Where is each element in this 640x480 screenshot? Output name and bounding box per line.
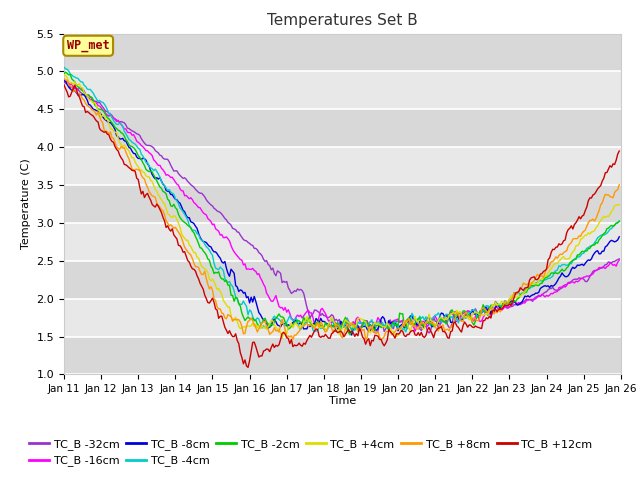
Bar: [64, 261, 621, 299]
X-axis label: Time: Time: [329, 396, 356, 406]
Bar: [64, 299, 621, 336]
Bar: [64, 109, 621, 147]
Bar: [64, 147, 621, 185]
Bar: [64, 223, 621, 261]
Bar: [64, 72, 621, 109]
Bar: [64, 34, 621, 72]
Y-axis label: Temperature (C): Temperature (C): [21, 158, 31, 250]
Bar: [64, 336, 621, 374]
Legend: TC_B -32cm, TC_B -16cm, TC_B -8cm, TC_B -4cm, TC_B -2cm, TC_B +4cm, TC_B +8cm, T: TC_B -32cm, TC_B -16cm, TC_B -8cm, TC_B …: [25, 434, 596, 471]
Text: WP_met: WP_met: [67, 39, 109, 52]
Title: Temperatures Set B: Temperatures Set B: [267, 13, 418, 28]
Bar: [64, 185, 621, 223]
